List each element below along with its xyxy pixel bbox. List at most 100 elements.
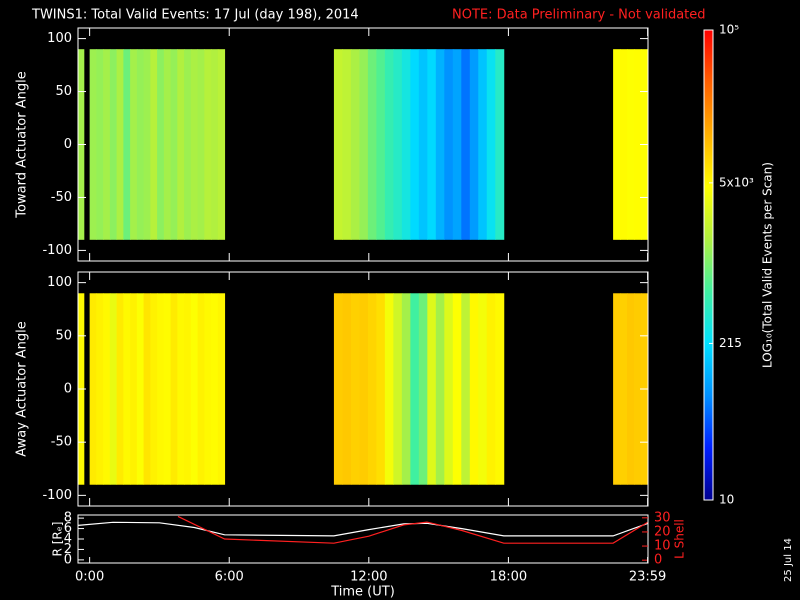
spectrogram-cell: [190, 49, 199, 240]
spectrogram-cell: [613, 293, 621, 485]
spectrogram-cell: [384, 49, 394, 240]
spectrogram-cell: [444, 293, 454, 485]
orbit-lines: [78, 515, 648, 544]
spectrogram-cell: [116, 293, 124, 485]
x-tick-label: 6:00: [215, 570, 244, 585]
spectrogram-cell: [197, 49, 205, 240]
y-axis-label: R [Rₑ]: [51, 522, 65, 557]
spectrogram-cell: [184, 49, 192, 240]
y-tick-label: 0: [64, 552, 72, 567]
y-tick-label: 100: [47, 31, 72, 46]
y-axis-label: Away Actuator Angle: [15, 321, 30, 456]
spectrogram-cell: [418, 293, 428, 485]
spectrogram-cell: [163, 293, 172, 485]
spectrogram-cell: [197, 293, 205, 485]
spectrogram-cell: [478, 49, 488, 240]
colorbar-tick-label: 10: [719, 493, 734, 507]
spectrogram-cell: [96, 49, 104, 240]
spectrogram-cell: [393, 49, 403, 240]
spectrogram-cell: [401, 49, 411, 240]
spectrogram-cell: [136, 293, 145, 485]
spectrogram-cell: [204, 293, 212, 485]
colorbar-tick-label: 5x10³: [719, 175, 754, 189]
spectrogram-cell: [157, 49, 165, 240]
spectrogram-cell: [410, 49, 420, 240]
spectrogram-cell: [177, 49, 185, 240]
spectrogram-cell: [427, 293, 437, 485]
colorbar: [703, 29, 714, 501]
spectrogram-cell: [367, 293, 377, 485]
spectrogram-cell: [495, 293, 505, 485]
spectrogram-cell: [469, 49, 479, 240]
y2-axis-label: L Shell: [673, 519, 687, 559]
y-tick-label: 6: [64, 521, 72, 536]
panel-frame: [77, 514, 649, 564]
y-tick-label: 0: [64, 382, 72, 397]
y-tick-label: 4: [64, 532, 72, 547]
spectrogram-cell: [376, 293, 386, 485]
orbit-line: [177, 515, 648, 544]
spectrogram-cell: [89, 49, 97, 240]
spectrogram-cell: [184, 293, 192, 485]
spectrogram-cell: [217, 49, 226, 240]
spectrogram-cell: [333, 293, 343, 485]
spectrogram-cell: [177, 293, 185, 485]
spectrogram-cell: [634, 293, 642, 485]
spectrogram-cell: [444, 49, 454, 240]
spectrogram-cell: [613, 49, 621, 240]
spectrogram-cell: [150, 49, 158, 240]
y-axis-label: Toward Actuator Angle: [15, 71, 30, 218]
spectrogram-cell: [384, 293, 394, 485]
spectrogram-cell: [130, 49, 138, 240]
y-tick-label: -100: [42, 488, 72, 503]
spectrogram-cell: [130, 293, 138, 485]
spectrogram-cell: [376, 49, 386, 240]
spectrogram-cell: [190, 293, 199, 485]
spectrogram-cell: [359, 49, 369, 240]
y-tick-label: -50: [51, 435, 72, 450]
spectrogram-cell: [109, 293, 118, 485]
spectrogram-cell: [342, 293, 352, 485]
note: NOTE: Data Preliminary - Not validated: [452, 8, 706, 23]
x-axis-label: Time (UT): [330, 585, 395, 600]
spectrogram-cell: [427, 49, 437, 240]
spectrogram-cell: [461, 293, 471, 485]
y-tick-label: 50: [55, 84, 72, 99]
x-tick-label: 12:00: [350, 570, 387, 585]
spectrogram-cell: [211, 49, 219, 240]
colorbar-label: LOG₁₀(Total Valid Events per Scan): [761, 162, 775, 368]
y-tick-label: 2: [64, 542, 72, 557]
y-tick-label: 50: [55, 328, 72, 343]
spectrogram-cell: [495, 49, 505, 240]
spectrogram-cell: [170, 49, 178, 240]
spectrogram-cell: [627, 49, 635, 240]
spectrogram-cell: [109, 49, 118, 240]
spectrogram-cell: [157, 293, 165, 485]
spectrogram-cell: [418, 49, 428, 240]
y2-tick-label: 10: [654, 539, 671, 554]
spectrogram-cell: [478, 293, 488, 485]
spectrogram-cell: [452, 293, 462, 485]
spectrogram-cell: [103, 49, 111, 240]
spectrogram-cell: [634, 49, 642, 240]
spectrogram-cell: [486, 293, 496, 485]
spectrogram-cell: [150, 293, 158, 485]
chart-title: TWINS1: Total Valid Events: 17 Jul (day …: [31, 8, 359, 23]
spectrogram-cell: [333, 49, 343, 240]
spectrogram-cell: [452, 49, 462, 240]
spectrogram-cell: [620, 293, 628, 485]
spectrogram-cell: [136, 49, 145, 240]
spectrogram-cell: [204, 49, 212, 240]
spectrogram-cell: [401, 293, 411, 485]
x-tick-label: 18:00: [490, 570, 527, 585]
spectrogram-cell: [89, 293, 97, 485]
x-tick-label: 23:59: [629, 570, 666, 585]
y-tick-label: 8: [64, 511, 72, 526]
spectrogram-cell: [342, 49, 352, 240]
spectrogram-cell: [393, 293, 403, 485]
spectrogram-cell: [143, 49, 151, 240]
y2-tick-label: 30: [654, 510, 671, 525]
y2-tick-label: 20: [654, 524, 671, 539]
spectrogram-cell: [123, 49, 131, 240]
